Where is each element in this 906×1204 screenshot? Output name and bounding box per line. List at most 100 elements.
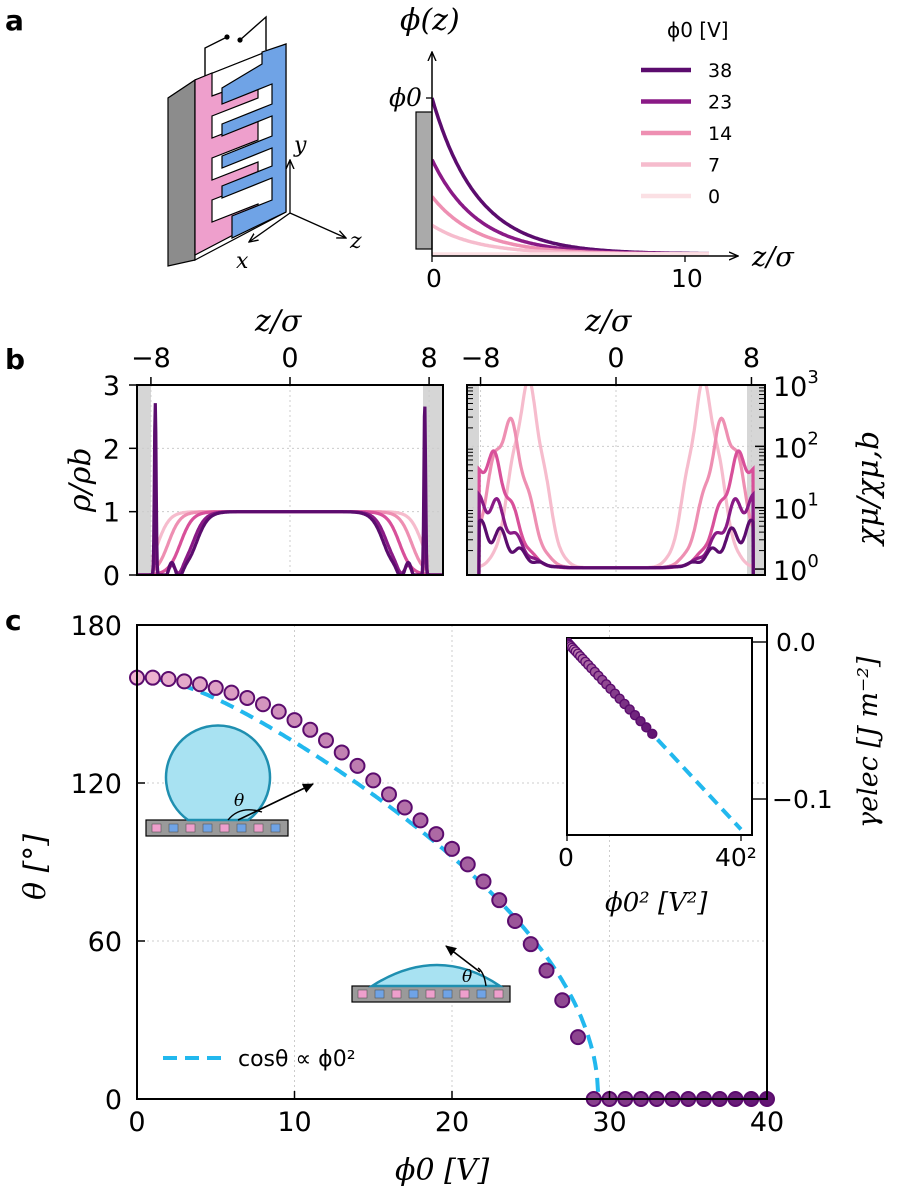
bl-ytick-1: 1: [103, 498, 120, 529]
panel-c-inset: 0 40² ϕ0² [V²]: [558, 637, 757, 918]
legend-label-38: 38: [708, 60, 732, 82]
c-xtick-10: 10: [277, 1107, 311, 1138]
inset-point: [641, 722, 652, 733]
data-point: [459, 856, 476, 873]
c-ytick-180: 180: [70, 611, 122, 642]
inset-xtick-1: 40²: [715, 843, 757, 872]
droplet-large-angle: θ: [145, 724, 314, 837]
legend-label-14: 14: [708, 123, 732, 145]
potential-curve-23: [432, 158, 709, 256]
blue-electrode: [221, 43, 287, 239]
data-point: [522, 936, 539, 953]
data-point: [333, 744, 350, 761]
data-point: [192, 676, 208, 693]
data-point: [270, 703, 287, 720]
data-point: [286, 712, 303, 729]
legend-fit-label: cosθ ∝ ϕ0²: [238, 1047, 356, 1072]
data-point: [239, 689, 256, 706]
data-point: [507, 912, 523, 929]
chi-curve-23: [477, 490, 755, 575]
data-point: [144, 669, 161, 686]
axis-label-x: x: [236, 249, 249, 274]
droplet-small-angle: θ: [351, 945, 511, 1003]
panel-a-xtick-10: 10: [671, 264, 703, 293]
data-point: [412, 812, 429, 829]
panel-c-right-ylabel: γelec [J m⁻²]: [853, 656, 884, 828]
bl-xtick-8: 8: [420, 343, 437, 374]
legend-label-23: 23: [708, 92, 732, 114]
c-xtick-40: 40: [750, 1107, 784, 1138]
axis-label-y: y: [293, 133, 307, 158]
panel-b-left: −8 0 8 0 1 2 3 z/σ ρ/ρb: [63, 304, 444, 592]
data-point: [302, 721, 319, 738]
br-ytick-0: 100: [773, 551, 819, 587]
panel-a-plot: ϕ(z) ϕ0 0 10 z/σ ϕ0 [V] 38 23 14 7 0: [389, 3, 795, 293]
panel-label-a: a: [5, 4, 24, 37]
c-xtick-20: 20: [435, 1107, 469, 1138]
legend-label-7: 7: [708, 155, 720, 177]
bl-xtick-0: 0: [281, 343, 298, 374]
br-xtick-8: 8: [743, 343, 760, 374]
right-ytick-1: −0.1: [772, 785, 833, 814]
br-ytick-2: 102: [773, 428, 819, 464]
br-xtick-0: 0: [607, 343, 624, 374]
fit-curve: [137, 675, 766, 1099]
panel-b-right: −8 0 8 100 101 102 103 z/σ χμ/χμ,b: [461, 304, 886, 587]
panel-a-legend: ϕ0 [V] 38 23 14 7 0: [641, 18, 732, 208]
chi-curve-38: [477, 518, 755, 575]
density-curve-38: [137, 403, 443, 575]
panel-label-c: c: [5, 604, 22, 637]
bl-xtick--8: −8: [131, 343, 171, 374]
data-point: [160, 670, 177, 687]
data-point: [318, 732, 334, 749]
data-point: [349, 757, 366, 774]
panel-b-right-ylabel: χμ/χμ,b: [851, 431, 886, 547]
br-xtick--8: −8: [461, 343, 501, 374]
panel-c-ylabel: θ [°]: [18, 834, 53, 900]
data-point: [396, 799, 413, 816]
c-ytick-0: 0: [105, 1085, 122, 1116]
wall: [415, 111, 433, 250]
data-point: [255, 696, 271, 713]
axis-label-z: z: [349, 229, 362, 254]
data-point: [381, 786, 397, 803]
panel-label-b: b: [5, 343, 25, 376]
theta-label-large: θ: [234, 791, 244, 811]
data-point: [365, 772, 382, 789]
data-point: [444, 840, 460, 857]
panel-b-left-ylabel: ρ/ρb: [63, 447, 98, 513]
device-schematic: y z x: [167, 15, 362, 274]
panel-a-xtick-0: 0: [426, 264, 442, 293]
data-point: [570, 1029, 586, 1046]
right-ytick-0: 0.0: [776, 628, 816, 657]
inset-point: [647, 728, 658, 740]
inset-xtick-0: 0: [558, 843, 574, 872]
c-ytick-60: 60: [88, 927, 122, 958]
panel-c-xlabel: ϕ0 [V]: [395, 1153, 489, 1188]
inset-xlabel: ϕ0² [V²]: [605, 888, 708, 918]
bl-ytick-3: 3: [103, 371, 120, 402]
data-point: [491, 892, 508, 909]
panel-b-right-xlabel: z/σ: [584, 304, 633, 339]
panel-a-xlabel: z/σ: [751, 242, 795, 273]
data-point: [176, 673, 193, 690]
data-point: [475, 873, 492, 890]
panel-c-legend: cosθ ∝ ϕ0²: [163, 1047, 356, 1072]
theta-label-small: θ: [462, 967, 472, 987]
legend-title: ϕ0 [V]: [667, 18, 729, 42]
c-xtick-0: 0: [128, 1107, 145, 1138]
data-point: [207, 679, 224, 696]
data-point: [223, 684, 240, 701]
br-ytick-3: 103: [773, 367, 819, 403]
data-point: [554, 992, 571, 1009]
legend-label-0: 0: [708, 186, 720, 208]
bl-ytick-0: 0: [103, 561, 120, 592]
panel-b-left-xlabel: z/σ: [254, 304, 303, 339]
panel-a-yticklabel: ϕ0: [389, 83, 422, 112]
bl-ytick-2: 2: [103, 434, 120, 465]
inset-point: [635, 715, 646, 727]
c-ytick-120: 120: [70, 769, 122, 800]
c-xtick-30: 30: [592, 1107, 626, 1138]
